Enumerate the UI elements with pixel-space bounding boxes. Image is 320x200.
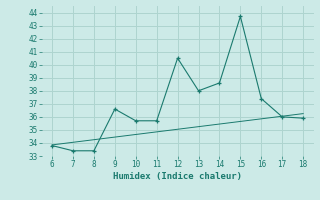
X-axis label: Humidex (Indice chaleur): Humidex (Indice chaleur)	[113, 172, 242, 181]
